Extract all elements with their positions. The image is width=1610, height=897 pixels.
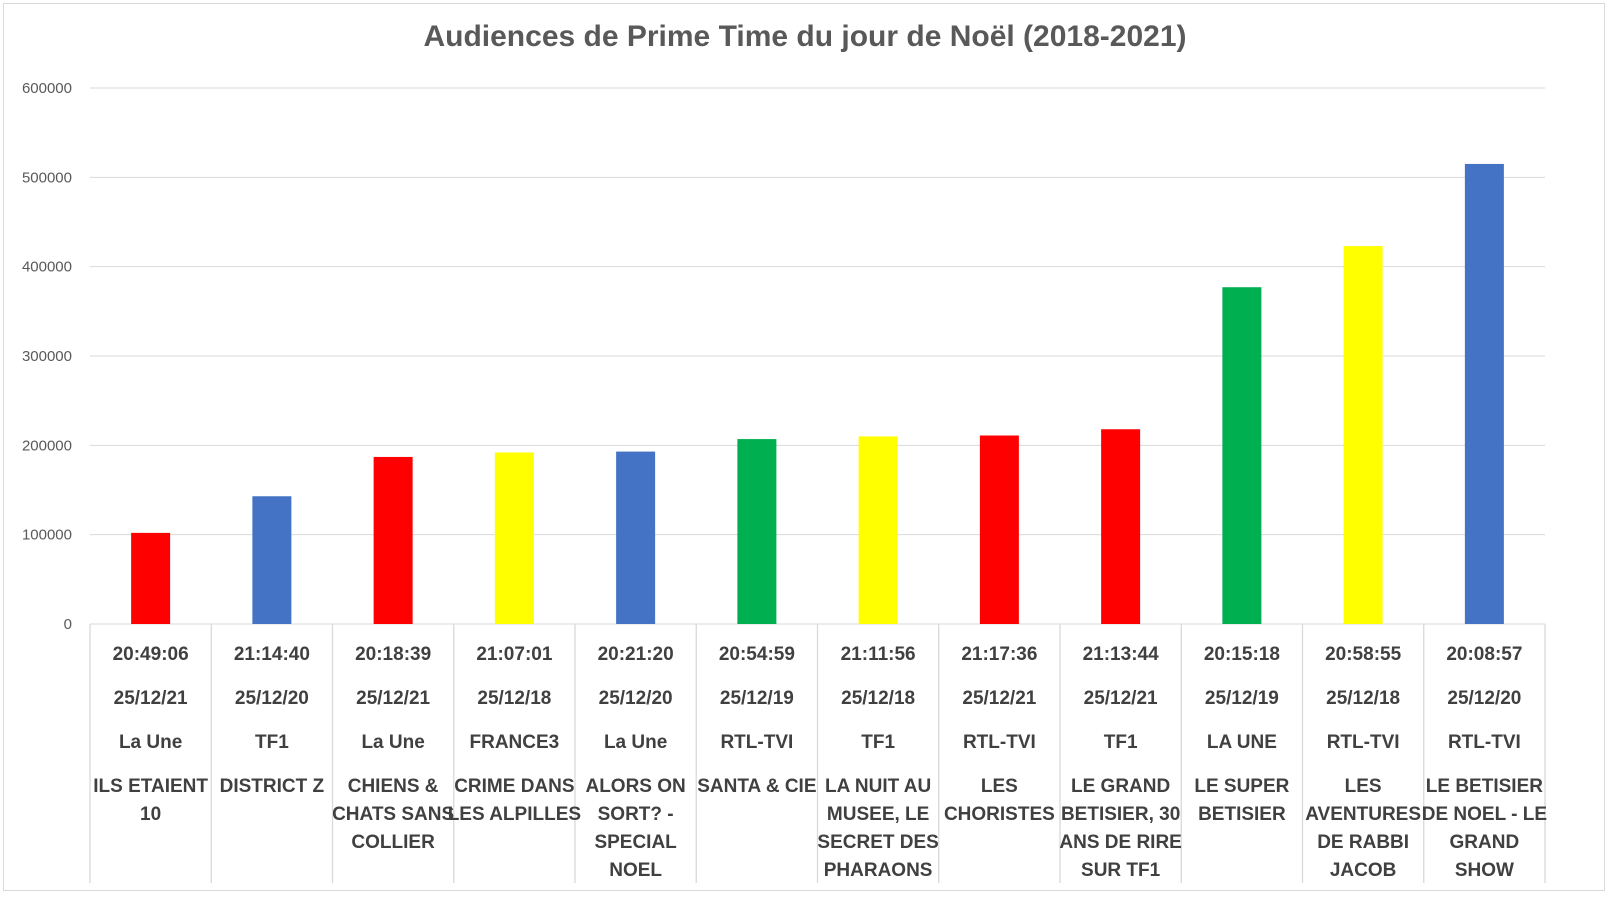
bar-10	[1343, 246, 1383, 624]
x-label-channel-8: TF1	[1104, 732, 1138, 753]
y-tick-label-4: 400000	[22, 259, 72, 276]
x-label-program-11-2: GRAND	[1450, 832, 1520, 853]
x-label-date-4: 25/12/20	[599, 688, 673, 709]
x-label-channel-6: TF1	[861, 732, 895, 753]
x-label-program-6-0: LA NUIT AU	[825, 776, 931, 797]
x-label-channel-7: RTL-TVI	[963, 732, 1036, 753]
x-label-program-6-1: MUSEE, LE	[827, 804, 929, 825]
x-label-program-0-1: 10	[140, 804, 161, 825]
x-label-program-2-2: COLLIER	[351, 832, 435, 853]
x-label-date-2: 25/12/21	[356, 688, 430, 709]
bar-9	[1222, 287, 1262, 624]
bar-6	[858, 436, 898, 624]
bar-2	[373, 456, 413, 624]
y-tick-label-3: 300000	[22, 348, 72, 365]
x-label-channel-10: RTL-TVI	[1327, 732, 1400, 753]
x-label-date-6: 25/12/18	[841, 688, 915, 709]
bar-0	[131, 532, 171, 624]
bar-4	[616, 451, 656, 624]
x-label-program-10-2: DE RABBI	[1317, 832, 1409, 853]
x-label-date-9: 25/12/19	[1205, 688, 1279, 709]
x-label-program-8-1: BETISIER, 30	[1061, 804, 1180, 825]
x-label-channel-9: LA UNE	[1207, 732, 1277, 753]
x-label-channel-0: La Une	[119, 732, 182, 753]
x-label-program-10-0: LES	[1345, 776, 1382, 797]
x-label-program-4-1: SORT? -	[598, 804, 674, 825]
bar-5	[737, 439, 777, 624]
y-tick-label-2: 200000	[22, 437, 72, 454]
x-label-program-4-3: NOEL	[609, 860, 662, 881]
x-label-time-10: 20:58:55	[1325, 644, 1401, 665]
x-label-date-7: 25/12/21	[962, 688, 1036, 709]
x-label-channel-1: TF1	[255, 732, 289, 753]
x-label-time-11: 20:08:57	[1446, 644, 1522, 665]
x-label-time-4: 20:21:20	[598, 644, 674, 665]
x-label-program-10-3: JACOB	[1330, 860, 1397, 881]
x-label-time-1: 21:14:40	[234, 644, 310, 665]
x-label-program-11-3: SHOW	[1455, 860, 1514, 881]
x-label-program-8-3: SUR TF1	[1081, 860, 1161, 881]
x-label-date-1: 25/12/20	[235, 688, 309, 709]
x-label-date-3: 25/12/18	[477, 688, 551, 709]
x-label-time-3: 21:07:01	[476, 644, 552, 665]
x-label-program-9-1: BETISIER	[1198, 804, 1286, 825]
x-label-time-7: 21:17:36	[961, 644, 1037, 665]
x-label-time-6: 21:11:56	[841, 644, 916, 665]
x-label-program-8-0: LE GRAND	[1071, 776, 1170, 797]
x-label-date-8: 25/12/21	[1084, 688, 1158, 709]
x-label-channel-2: La Une	[361, 732, 424, 753]
bar-7	[979, 435, 1019, 624]
x-label-program-3-0: CRIME DANS	[454, 776, 574, 797]
x-label-channel-3: FRANCE3	[470, 732, 560, 753]
x-label-program-4-2: SPECIAL	[594, 832, 677, 853]
x-label-channel-4: La Une	[604, 732, 667, 753]
x-label-date-0: 25/12/21	[114, 688, 188, 709]
x-label-program-11-0: LE BETISIER	[1426, 776, 1543, 797]
x-label-time-8: 21:13:44	[1083, 644, 1159, 665]
bar-8	[1101, 429, 1141, 624]
y-tick-label-5: 500000	[22, 169, 72, 186]
y-tick-label-0: 0	[64, 616, 72, 633]
chart-frame	[3, 3, 1605, 891]
x-label-time-2: 20:18:39	[355, 644, 431, 665]
x-label-program-7-0: LES	[981, 776, 1018, 797]
x-label-program-4-0: ALORS ON	[585, 776, 685, 797]
x-label-program-6-3: PHARAONS	[824, 860, 933, 881]
x-label-time-5: 20:54:59	[719, 644, 795, 665]
x-label-date-10: 25/12/18	[1326, 688, 1400, 709]
x-label-channel-5: RTL-TVI	[720, 732, 793, 753]
x-label-date-5: 25/12/19	[720, 688, 794, 709]
x-label-program-11-1: DE NOEL - LE	[1422, 804, 1547, 825]
x-label-program-7-1: CHORISTES	[944, 804, 1055, 825]
x-label-program-3-1: LES ALPILLES	[448, 804, 581, 825]
y-tick-label-6: 600000	[22, 80, 72, 97]
x-label-time-9: 20:15:18	[1204, 644, 1280, 665]
x-label-program-10-1: AVENTURES	[1305, 804, 1421, 825]
chart-title: Audiences de Prime Time du jour de Noël …	[423, 20, 1187, 53]
x-label-program-8-2: ANS DE RIRE	[1059, 832, 1181, 853]
bar-3	[494, 452, 534, 624]
x-label-program-2-0: CHIENS &	[348, 776, 439, 797]
x-label-program-0-0: ILS ETAIENT	[93, 776, 208, 797]
x-label-time-0: 20:49:06	[113, 644, 189, 665]
x-label-date-11: 25/12/20	[1447, 688, 1521, 709]
x-label-program-5-0: SANTA & CIE	[697, 776, 816, 797]
x-label-program-9-0: LE SUPER	[1194, 776, 1289, 797]
x-label-channel-11: RTL-TVI	[1448, 732, 1521, 753]
x-label-program-2-1: CHATS SANS	[332, 804, 454, 825]
x-label-program-1-0: DISTRICT Z	[220, 776, 325, 797]
y-tick-label-1: 100000	[22, 527, 72, 544]
bar-1	[252, 496, 292, 624]
bar-11	[1464, 163, 1504, 624]
x-label-program-6-2: SECRET DES	[817, 832, 938, 853]
